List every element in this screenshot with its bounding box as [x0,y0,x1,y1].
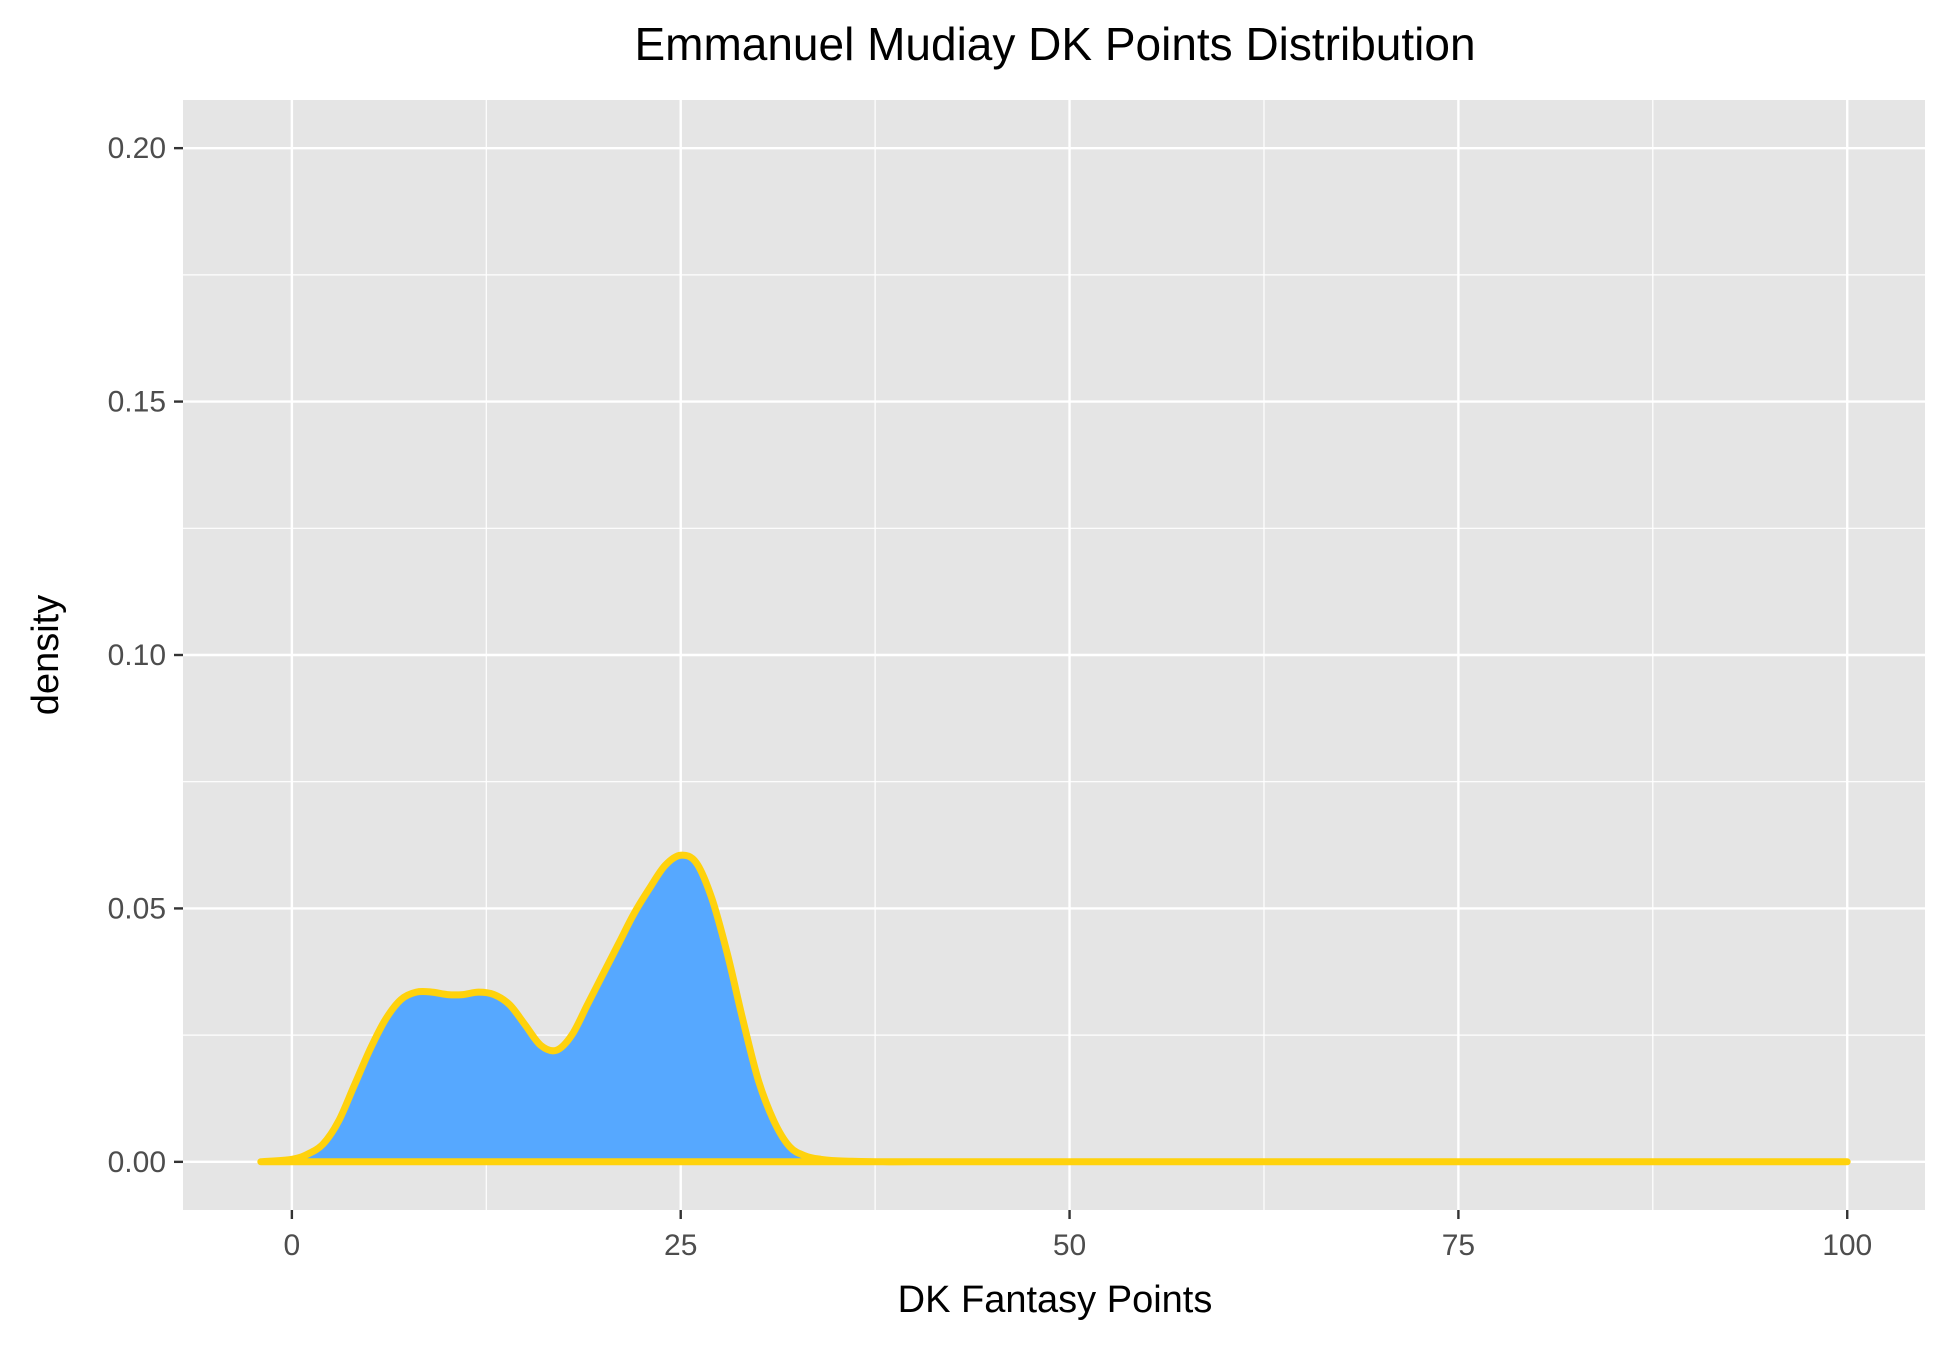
series-layer [257,851,1851,1166]
y-axis: 0.00 0.05 0.10 0.15 0.20 [108,132,183,1179]
y-tick-label: 0.10 [108,639,166,672]
x-tick-label: 0 [284,1229,301,1262]
x-tick-label: 25 [664,1229,697,1262]
density-area-fill [260,855,1848,1162]
y-tick-label: 0.15 [108,386,166,419]
x-axis: 0 25 50 75 100 [284,1210,1872,1262]
y-tick-label: 0.20 [108,132,166,165]
chart-title: Emmanuel Mudiay DK Points Distribution [634,18,1475,70]
y-axis-title: density [25,595,67,715]
x-axis-title: DK Fantasy Points [898,1279,1213,1321]
x-tick-label: 100 [1822,1229,1872,1262]
y-tick-label: 0.05 [108,892,166,925]
x-tick-label: 50 [1053,1229,1086,1262]
density-outline [257,851,1851,1166]
x-tick-label: 75 [1442,1229,1475,1262]
y-tick-label: 0.00 [108,1146,166,1179]
